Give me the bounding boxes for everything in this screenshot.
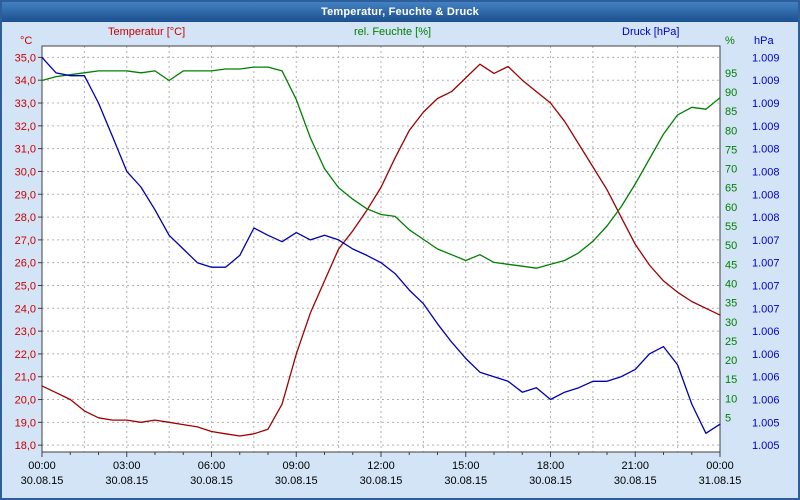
humidity-axis-label: 35 — [725, 298, 737, 310]
temp-axis-label: 21,0 — [15, 372, 36, 384]
humidity-axis-label: 95 — [725, 68, 737, 80]
x-date-label: 30.08.15 — [529, 475, 572, 487]
plot-border — [41, 45, 721, 453]
x-date-label: 30.08.15 — [275, 475, 318, 487]
legend-pressure: Druck [hPa] — [622, 26, 680, 38]
pressure-axis-label: 1.009 — [752, 52, 780, 64]
temp-axis-label: 33,0 — [15, 98, 36, 110]
humidity-axis-label: 75 — [725, 144, 737, 156]
temperature-line — [41, 63, 721, 437]
temp-axis-label: 22,0 — [15, 349, 36, 361]
x-time-label: 00:00 — [706, 460, 734, 472]
humidity-axis-label: 20 — [725, 355, 737, 367]
plot-background — [42, 46, 720, 452]
humidity-axis-label: 85 — [725, 106, 737, 118]
humidity-axis-label: 40 — [725, 278, 737, 290]
pressure-axis-label: 1.006 — [752, 395, 780, 407]
humidity-axis-label: 10 — [725, 393, 737, 405]
x-date-label: 30.08.15 — [21, 475, 64, 487]
pressure-axis-label: 1.005 — [752, 417, 780, 429]
title-bar[interactable]: Temperatur, Feuchte & Druck — [2, 2, 798, 22]
pressure-axis-label: 1.006 — [752, 349, 780, 361]
pressure-axis-label: 1.007 — [752, 235, 780, 247]
pressure-axis-label: 1.007 — [752, 258, 780, 270]
humidity-axis-label: 65 — [725, 183, 737, 195]
pressure-axis-label: 1.009 — [752, 121, 780, 133]
pressure-axis-label: 1.007 — [752, 303, 780, 315]
unit-hpa-label: hPa — [754, 35, 774, 47]
x-time-label: 09:00 — [282, 460, 310, 472]
humidity-axis-label: 30 — [725, 317, 737, 329]
pressure-axis-label: 1.006 — [752, 326, 780, 338]
humidity-axis-label: 55 — [725, 221, 737, 233]
humidity-axis-label: 5 — [725, 413, 731, 425]
humidity-axis-label: 60 — [725, 202, 737, 214]
pressure-axis-label: 1.008 — [752, 212, 780, 224]
x-date-label: 30.08.15 — [444, 475, 487, 487]
humidity-axis-label: 15 — [725, 374, 737, 386]
x-date-label: 30.08.15 — [190, 475, 233, 487]
temp-axis-label: 20,0 — [15, 395, 36, 407]
pressure-axis-label: 1.006 — [752, 372, 780, 384]
x-time-label: 00:00 — [28, 460, 56, 472]
x-time-label: 21:00 — [621, 460, 649, 472]
temp-axis-label: 24,0 — [15, 303, 36, 315]
pressure-axis-label: 1.005 — [752, 440, 780, 452]
temp-axis-label: 29,0 — [15, 189, 36, 201]
x-date-label: 31.08.15 — [699, 475, 742, 487]
humidity-axis-label: 50 — [725, 240, 737, 252]
temp-axis-label: 18,0 — [15, 440, 36, 452]
x-time-label: 03:00 — [113, 460, 141, 472]
pressure-axis-label: 1.008 — [752, 189, 780, 201]
pressure-axis-label: 1.009 — [752, 98, 780, 110]
pressure-axis-label: 1.008 — [752, 144, 780, 156]
x-date-label: 30.08.15 — [105, 475, 148, 487]
temp-axis-label: 35,0 — [15, 52, 36, 64]
humidity-line — [41, 66, 721, 269]
window-title: Temperatur, Feuchte & Druck — [320, 6, 479, 18]
temp-axis-label: 30,0 — [15, 166, 36, 178]
x-date-label: 30.08.15 — [360, 475, 403, 487]
legend-humidity: rel. Feuchte [%] — [354, 26, 432, 38]
x-time-label: 18:00 — [537, 460, 565, 472]
unit-celsius-label: °C — [20, 35, 33, 47]
chart-plot: 35,0 1.009 34,0 1.009 33,0 1.009 32,0 1.009 31,0… — [15, 45, 780, 487]
x-time-label: 15:00 — [452, 460, 480, 472]
pressure-line — [41, 56, 721, 434]
x-date-label: 30.08.15 — [614, 475, 657, 487]
humidity-axis-label: 45 — [725, 259, 737, 271]
humidity-axis-label: 80 — [725, 125, 737, 137]
temp-axis-label: 34,0 — [15, 75, 36, 87]
unit-percent-label: % — [725, 35, 735, 47]
temp-axis-label: 27,0 — [15, 235, 36, 247]
temp-axis-label: 26,0 — [15, 258, 36, 270]
temp-axis-label: 32,0 — [15, 121, 36, 133]
temp-axis-label: 19,0 — [15, 417, 36, 429]
pressure-axis-label: 1.007 — [752, 280, 780, 292]
pressure-axis-label: 1.008 — [752, 166, 780, 178]
temp-axis-label: 31,0 — [15, 144, 36, 156]
temp-axis-label: 23,0 — [15, 326, 36, 338]
humidity-axis-label: 25 — [725, 336, 737, 348]
humidity-axis-label: 90 — [725, 87, 737, 99]
temp-axis-label: 28,0 — [15, 212, 36, 224]
pressure-axis-label: 1.009 — [752, 75, 780, 87]
chart-region: Temperatur [°C] rel. Feuchte [%] Druck [… — [2, 22, 798, 498]
legend-temperature: Temperatur [°C] — [108, 26, 186, 38]
temp-axis-label: 25,0 — [15, 280, 36, 292]
humidity-axis-label: 70 — [725, 164, 737, 176]
x-time-label: 12:00 — [367, 460, 395, 472]
x-time-label: 06:00 — [198, 460, 226, 472]
